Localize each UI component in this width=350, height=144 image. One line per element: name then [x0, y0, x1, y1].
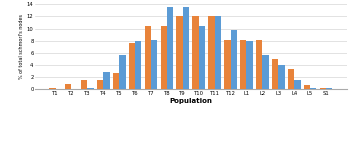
X-axis label: Population: Population [169, 98, 212, 104]
Bar [81, 80, 88, 89]
Bar [215, 16, 221, 89]
Bar [151, 39, 158, 89]
Bar [320, 88, 326, 89]
Bar [113, 73, 119, 89]
Legend: St. James, Baldock: St. James, Baldock [153, 143, 229, 144]
Bar [231, 30, 237, 89]
Bar [240, 39, 246, 89]
Bar [103, 72, 110, 89]
Bar [256, 39, 262, 89]
Bar [167, 7, 173, 89]
Bar [272, 59, 278, 89]
Bar [294, 80, 301, 89]
Bar [88, 88, 94, 89]
Bar [193, 16, 199, 89]
Bar [161, 26, 167, 89]
Bar [183, 7, 189, 89]
Bar [49, 88, 56, 89]
Bar [135, 41, 141, 89]
Bar [199, 26, 205, 89]
Bar [65, 84, 71, 89]
Y-axis label: % of total schmorl's nodes: % of total schmorl's nodes [19, 14, 24, 79]
Bar [119, 55, 126, 89]
Bar [97, 80, 103, 89]
Bar [145, 26, 151, 89]
Bar [129, 43, 135, 89]
Bar [208, 16, 215, 89]
Bar [176, 16, 183, 89]
Bar [278, 65, 285, 89]
Bar [310, 88, 316, 89]
Bar [246, 41, 253, 89]
Bar [288, 69, 294, 89]
Bar [304, 85, 310, 89]
Bar [224, 39, 231, 89]
Bar [326, 88, 332, 89]
Bar [262, 55, 269, 89]
